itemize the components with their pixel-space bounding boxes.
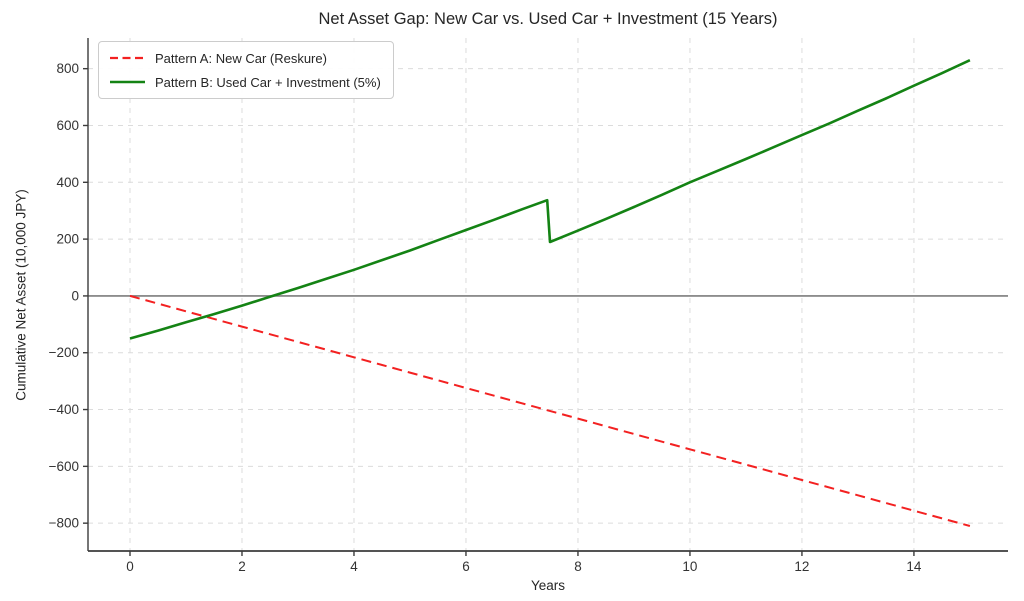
legend-item-pattern-a: Pattern A: New Car (Reskure) xyxy=(109,48,381,68)
legend-line-sample-dashed xyxy=(110,56,145,60)
legend: Pattern A: New Car (Reskure) Pattern B: … xyxy=(98,41,394,99)
y-tick-label: −200 xyxy=(49,345,79,360)
x-tick-label: 0 xyxy=(126,559,134,574)
x-axis-label: Years xyxy=(530,578,566,593)
y-tick-label: 800 xyxy=(56,61,79,76)
x-tick-label: 10 xyxy=(682,559,697,574)
y-tick-label: 200 xyxy=(56,232,79,247)
y-tick-label: 0 xyxy=(71,288,79,303)
series-line-1 xyxy=(129,59,971,340)
x-tick-label: 4 xyxy=(350,559,358,574)
legend-item-pattern-b: Pattern B: Used Car + Investment (5%) xyxy=(109,72,381,92)
legend-line-sample-solid xyxy=(110,80,145,84)
x-tick-label: 14 xyxy=(906,559,922,574)
legend-label-pattern-a: Pattern A: New Car (Reskure) xyxy=(155,50,327,66)
y-axis-label: Cumulative Net Asset (10,000 JPY) xyxy=(13,189,29,401)
x-tick-label: 2 xyxy=(238,559,246,574)
x-tick-label: 12 xyxy=(794,559,809,574)
y-tick-label: −600 xyxy=(49,459,79,474)
x-tick-label: 6 xyxy=(462,559,470,574)
chart-title: Net Asset Gap: New Car vs. Used Car + In… xyxy=(318,10,778,28)
y-tick-label: 400 xyxy=(56,175,79,190)
y-tick-label: −400 xyxy=(49,402,79,417)
y-tick-label: −800 xyxy=(49,516,79,531)
x-tick-label: 8 xyxy=(574,559,582,574)
series-line-0 xyxy=(129,294,971,527)
legend-label-pattern-b: Pattern B: Used Car + Investment (5%) xyxy=(155,74,381,90)
y-tick-label: 600 xyxy=(56,118,79,133)
